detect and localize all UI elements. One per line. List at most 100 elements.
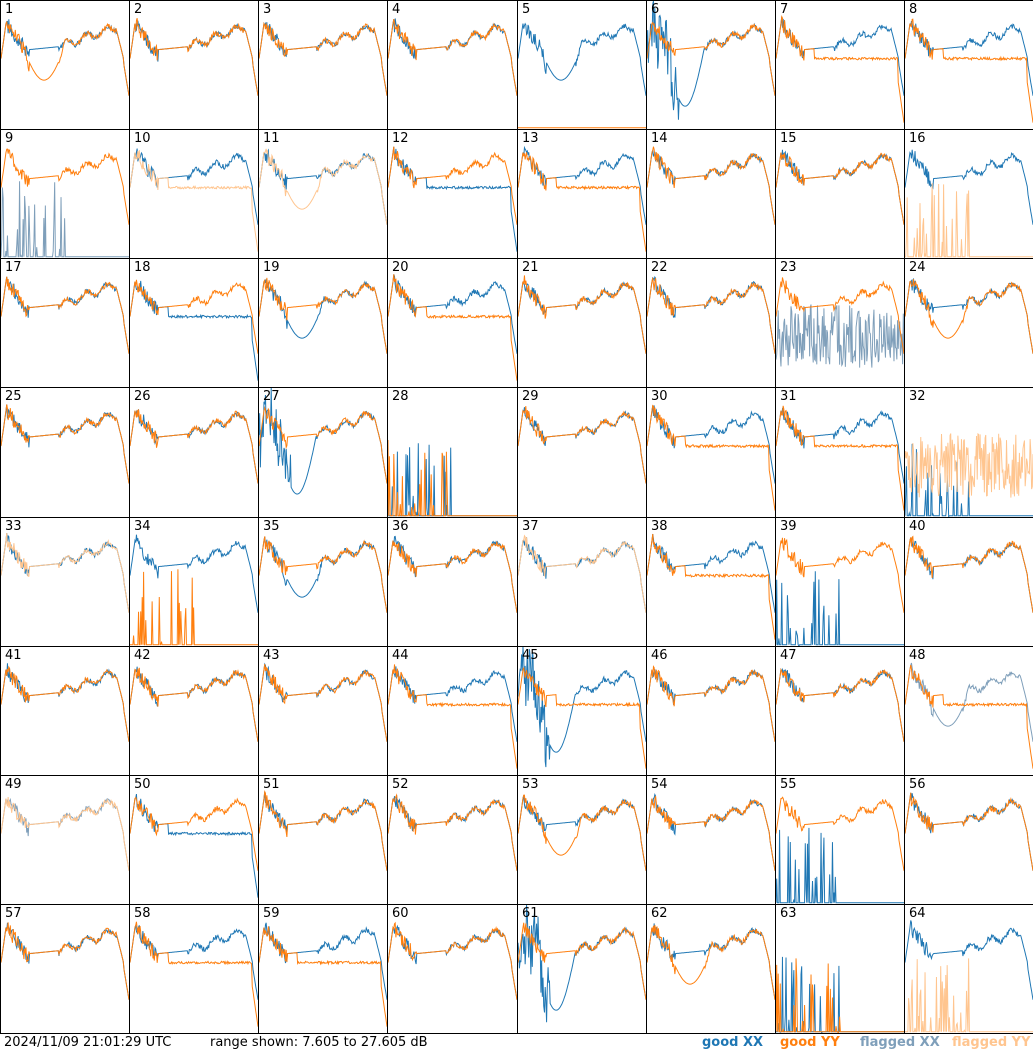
series-xx-24 xyxy=(905,277,1033,354)
series-yy-58 xyxy=(130,921,258,1027)
series-yy-49 xyxy=(1,796,129,871)
series-yy-24 xyxy=(905,279,1033,354)
panel-2: 2 xyxy=(129,0,259,130)
panel-32: 32 xyxy=(904,387,1033,518)
panel-number: 23 xyxy=(780,260,797,275)
panel-44: 44 xyxy=(387,646,518,776)
series-xx-22 xyxy=(647,275,775,354)
series-xx-5 xyxy=(518,22,646,96)
panel-58: 58 xyxy=(129,904,259,1034)
panel-number: 35 xyxy=(263,519,280,534)
panel-30: 30 xyxy=(646,387,776,518)
panel-number: 17 xyxy=(5,260,22,275)
panel-plot xyxy=(259,388,387,495)
series-xx-33 xyxy=(1,533,129,613)
panel-plot xyxy=(647,923,775,1000)
series-xx-37 xyxy=(518,536,646,613)
panel-plot xyxy=(259,277,387,354)
panel-number: 38 xyxy=(651,519,668,534)
series-yy-8 xyxy=(905,18,1033,123)
series-xx-62 xyxy=(647,923,775,1000)
panel-plot xyxy=(259,922,387,1027)
series-xx-61 xyxy=(518,905,646,1023)
panel-number: 47 xyxy=(780,648,797,663)
legend-good-xx: good XX xyxy=(702,1035,764,1050)
series-yy-33 xyxy=(1,532,129,613)
legend-flagged-xx: flagged XX xyxy=(860,1035,940,1050)
panel-plot xyxy=(905,535,1033,613)
panel-23: 23 xyxy=(775,258,905,388)
series-xx-17 xyxy=(1,276,129,354)
panel-17: 17 xyxy=(0,258,130,388)
panel-47: 47 xyxy=(775,646,905,776)
panel-56: 56 xyxy=(904,775,1033,905)
series-yy-34 xyxy=(130,569,258,646)
series-yy-19 xyxy=(259,277,387,354)
panel-plot xyxy=(130,279,258,381)
panel-plot xyxy=(647,665,775,742)
panel-plot xyxy=(259,662,387,742)
series-xx-34 xyxy=(130,534,258,613)
panel-number: 10 xyxy=(134,131,151,146)
series-yy-15 xyxy=(776,152,904,225)
series-xx-43 xyxy=(259,662,387,742)
footer: 2024/11/09 21:01:29 UTC range shown: 7.6… xyxy=(0,1033,1033,1053)
panel-3: 3 xyxy=(258,0,388,130)
panel-plot xyxy=(130,18,258,96)
panel-plot xyxy=(518,406,646,484)
panel-9: 9 xyxy=(0,129,130,259)
panel-number: 58 xyxy=(134,906,151,921)
panel-7: 7 xyxy=(775,0,905,130)
panel-number: 48 xyxy=(909,648,926,663)
series-yy-48 xyxy=(905,664,1033,769)
panel-plot xyxy=(1,796,129,871)
series-xx-59 xyxy=(259,922,387,1000)
panel-plot xyxy=(776,149,904,225)
panel-number: 40 xyxy=(909,519,926,534)
series-xx-55 xyxy=(776,827,904,904)
panel-12: 12 xyxy=(387,129,518,259)
panel-plot xyxy=(1,922,129,1000)
panel-15: 15 xyxy=(775,129,905,259)
series-xx-39 xyxy=(776,571,904,646)
panel-plot xyxy=(647,533,775,640)
series-yy-10 xyxy=(130,150,258,252)
panel-number: 50 xyxy=(134,777,151,792)
panel-64: 64 xyxy=(904,904,1033,1034)
legend-flagged-yy: flagged YY xyxy=(952,1035,1031,1050)
series-yy-64 xyxy=(905,958,1033,1033)
panel-33: 33 xyxy=(0,517,130,647)
panel-number: 51 xyxy=(263,777,280,792)
panel-number: 56 xyxy=(909,777,926,792)
series-yy-30 xyxy=(647,404,775,511)
panel-number: 9 xyxy=(5,131,14,146)
panel-number: 59 xyxy=(263,906,280,921)
panel-13: 13 xyxy=(517,129,647,259)
panel-number: 1 xyxy=(5,2,14,17)
panel-number: 36 xyxy=(392,519,409,534)
series-xx-9 xyxy=(1,181,129,258)
panel-number: 41 xyxy=(5,648,22,663)
panel-6: 6 xyxy=(646,0,776,130)
panel-plot xyxy=(518,22,646,129)
panel-number: 46 xyxy=(651,648,668,663)
series-yy-50 xyxy=(130,796,258,871)
series-xx-20 xyxy=(388,274,517,354)
panel-number: 31 xyxy=(780,389,797,404)
panel-plot xyxy=(130,148,258,252)
series-yy-6 xyxy=(647,21,775,96)
series-xx-42 xyxy=(130,666,258,742)
panel-plot xyxy=(388,793,517,871)
series-yy-60 xyxy=(388,921,517,1000)
panel-plot xyxy=(776,956,904,1033)
panel-54: 54 xyxy=(646,775,776,905)
panel-plot xyxy=(905,149,1033,258)
panel-10: 10 xyxy=(129,129,259,259)
panel-60: 60 xyxy=(387,904,518,1034)
panel-38: 38 xyxy=(646,517,776,647)
series-xx-64 xyxy=(905,920,1033,1000)
panel-number: 7 xyxy=(780,2,789,17)
panel-number: 63 xyxy=(780,906,797,921)
panel-35: 35 xyxy=(258,517,388,647)
series-xx-38 xyxy=(647,534,775,613)
